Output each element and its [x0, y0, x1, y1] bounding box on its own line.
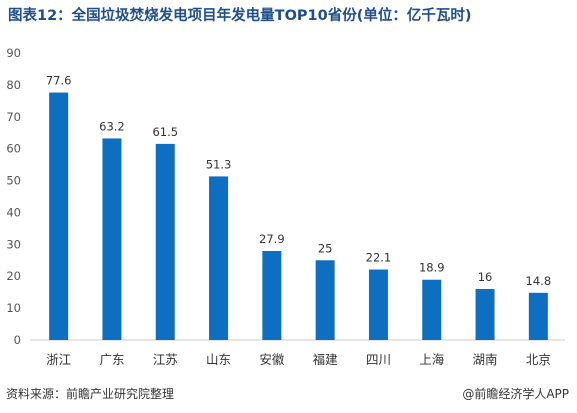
chart-title: 图表12：全国垃圾焚烧发电项目年发电量TOP10省份(单位：亿千瓦时)	[8, 8, 472, 24]
x-tick-label: 上海	[419, 352, 445, 367]
bar	[49, 92, 69, 340]
bar	[155, 143, 175, 340]
x-tick-label: 山东	[206, 352, 231, 367]
bar	[315, 260, 335, 340]
bar	[262, 251, 282, 340]
y-tick-label: 60	[6, 142, 21, 156]
bar	[475, 288, 495, 340]
y-tick-label: 10	[6, 301, 21, 315]
x-tick-label: 安徽	[259, 352, 285, 367]
data-label: 16	[478, 270, 493, 284]
x-tick-label: 浙江	[46, 352, 71, 367]
bar	[528, 292, 548, 340]
source-note: 资料来源：前瞻产业研究院整理	[6, 387, 175, 401]
y-tick-label: 90	[6, 46, 21, 60]
data-label: 63.2	[99, 119, 125, 133]
data-label: 51.3	[206, 157, 232, 171]
x-tick-label: 北京	[526, 352, 551, 367]
y-tick-label: 70	[6, 110, 21, 124]
x-axis: 浙江 广东 江苏 山东 安徽 福建 四川 上海 湖南 北京	[46, 352, 551, 367]
data-label: 27.9	[259, 232, 285, 246]
data-label: 61.5	[152, 125, 178, 139]
x-tick-label: 江苏	[153, 352, 178, 367]
bar	[422, 279, 442, 340]
y-tick-label: 50	[6, 174, 21, 188]
y-tick-label: 40	[6, 205, 21, 219]
data-label: 22.1	[366, 251, 392, 265]
y-tick-label: 80	[6, 78, 21, 92]
bar	[209, 176, 229, 340]
data-label: 14.8	[526, 274, 552, 288]
y-tick-label: 30	[6, 237, 21, 251]
bar	[102, 138, 122, 340]
x-tick-label: 四川	[366, 352, 391, 367]
data-label: 18.9	[419, 261, 445, 275]
value-labels: 77.6 63.2 61.5 51.3 27.9 25 22.1 18.9 16 14.8	[46, 74, 551, 288]
x-tick-label: 广东	[99, 352, 124, 367]
data-label: 25	[318, 241, 333, 255]
y-tick-label: 0	[14, 333, 21, 347]
data-label: 77.6	[46, 74, 72, 88]
y-tick-label: 20	[6, 269, 21, 283]
bar	[368, 269, 388, 340]
brand-note: @前瞻经济学人APP	[462, 387, 569, 401]
x-tick-label: 福建	[313, 352, 339, 367]
bars	[49, 92, 548, 340]
y-axis: 0 10 20 30 40 50 60 70 80 90	[6, 46, 21, 347]
x-tick-label: 湖南	[473, 352, 498, 367]
